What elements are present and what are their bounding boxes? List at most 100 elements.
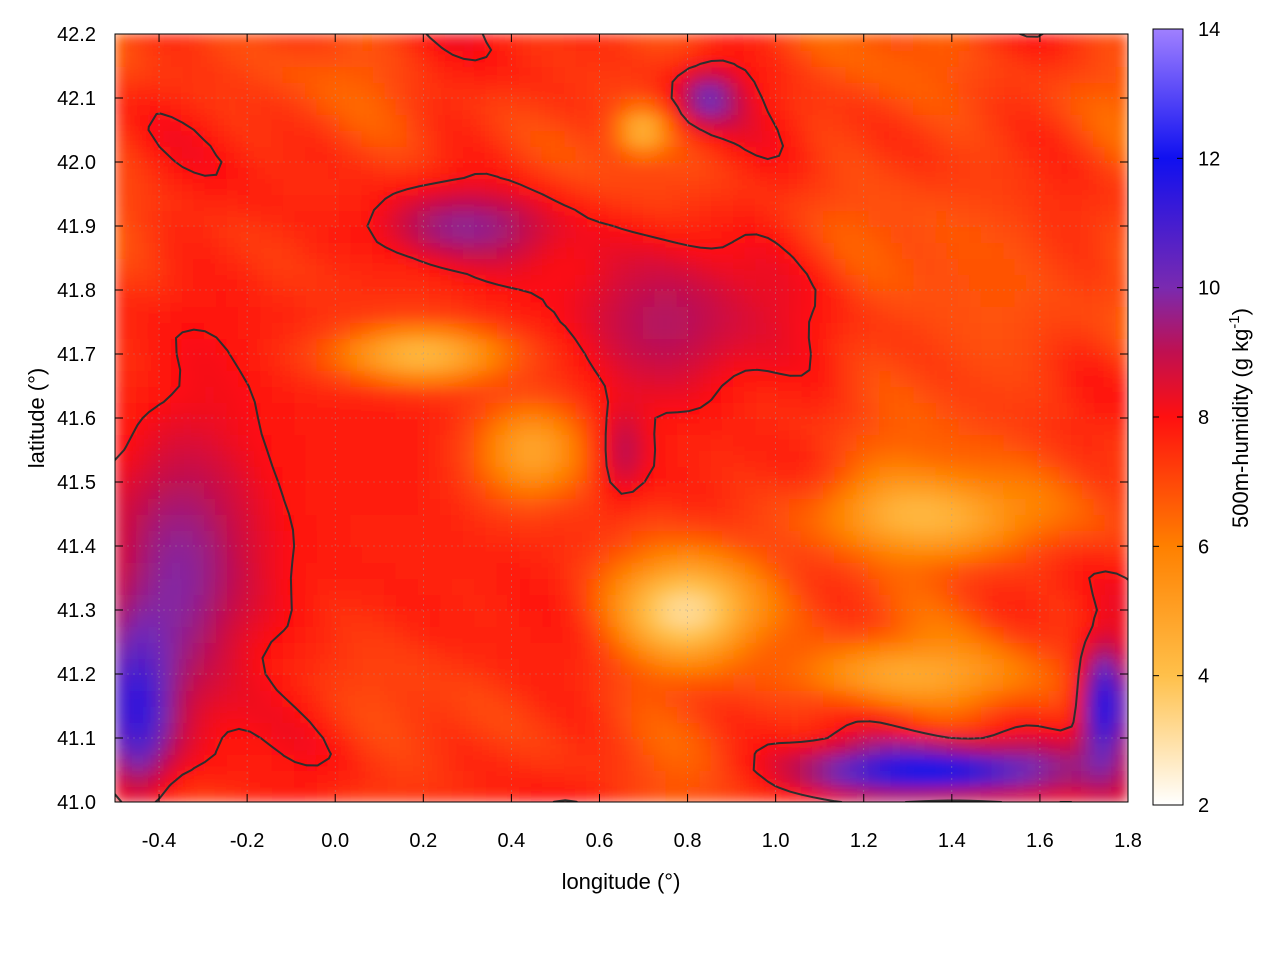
field-cell [575, 529, 589, 547]
field-cell [417, 545, 432, 563]
field-cell [361, 753, 375, 771]
field-cell [1082, 689, 1096, 707]
field-cell [350, 769, 364, 787]
field-cell [586, 625, 600, 643]
field-cell [868, 449, 882, 467]
field-cell [766, 545, 781, 563]
field-cell [147, 753, 162, 771]
field-cell [147, 785, 162, 802]
field-cell [800, 497, 814, 515]
field-cell [845, 673, 859, 691]
field-cell [350, 625, 364, 643]
field-cell [935, 657, 949, 675]
field-cell [631, 625, 646, 643]
field-cell [1093, 721, 1107, 739]
field-cell [1003, 625, 1017, 643]
field-cell [553, 657, 567, 675]
field-cell [496, 657, 510, 675]
field-cell [327, 433, 342, 451]
field-cell [721, 497, 736, 515]
field-cell [339, 657, 353, 675]
field-cell [744, 561, 758, 579]
field-cell [553, 737, 567, 755]
field-cell [643, 753, 657, 771]
field-cell [946, 513, 961, 531]
field-cell [462, 737, 477, 755]
field-cell [856, 497, 871, 515]
field-cell [1115, 721, 1128, 739]
colorbar-tick-label: 14 [1198, 19, 1220, 41]
field-cell [170, 657, 184, 675]
field-cell [924, 769, 938, 787]
field-cell [429, 657, 443, 675]
field-cell [249, 689, 263, 707]
field-cell [1070, 593, 1084, 611]
field-cell [395, 753, 409, 771]
field-cell [620, 513, 634, 531]
field-cell [136, 449, 150, 467]
field-cell [766, 577, 781, 595]
field-cell [733, 529, 747, 547]
field-cell [485, 497, 499, 515]
field-cell [879, 545, 893, 563]
field-cell [935, 561, 949, 579]
field-cell [226, 465, 240, 483]
field-cell [766, 561, 781, 579]
field-cell [204, 769, 218, 787]
field-cell [868, 737, 882, 755]
field-cell [553, 577, 567, 595]
field-cell [474, 609, 488, 627]
field-cell [316, 561, 330, 579]
field-cell [890, 513, 904, 531]
field-cell [361, 673, 375, 691]
field-cell [991, 593, 1006, 611]
x-tick-label: 1.4 [938, 830, 966, 852]
field-cell [935, 785, 949, 802]
field-cell [778, 753, 792, 771]
field-cell [170, 577, 184, 595]
field-cell [665, 769, 679, 787]
field-cell [204, 705, 218, 723]
field-cell [688, 465, 702, 483]
field-cell [710, 529, 724, 547]
field-cell [440, 673, 454, 691]
field-cell [586, 641, 600, 659]
field-cell [451, 673, 465, 691]
field-cell [249, 705, 263, 723]
field-cell [991, 737, 1006, 755]
field-cell [991, 641, 1006, 659]
field-cell [507, 449, 522, 467]
field-cell [181, 785, 195, 802]
field-cell [541, 593, 555, 611]
field-cell [215, 609, 229, 627]
field-cell [980, 449, 994, 467]
field-cell [485, 625, 499, 643]
field-cell [845, 529, 859, 547]
field-cell [350, 705, 364, 723]
field-cell [125, 721, 139, 739]
field-cell [429, 577, 443, 595]
field-cell [1025, 593, 1039, 611]
field-cell [823, 465, 837, 483]
field-cell [1048, 673, 1062, 691]
field-cell [856, 449, 871, 467]
field-cell [901, 513, 916, 531]
field-cell [868, 577, 882, 595]
field-cell [327, 497, 342, 515]
field-cell [406, 577, 420, 595]
field-cell [339, 689, 353, 707]
field-cell [1082, 545, 1096, 563]
field-cell [519, 721, 533, 739]
field-cell [474, 513, 488, 531]
field-cell [688, 657, 702, 675]
field-cell [710, 657, 724, 675]
field-cell [935, 529, 949, 547]
field-cell [913, 753, 927, 771]
field-cell [136, 689, 150, 707]
field-cell [1070, 513, 1084, 531]
field-cell [339, 561, 353, 579]
field-cell [980, 689, 994, 707]
field-cell [665, 785, 679, 802]
field-cell [1093, 449, 1107, 467]
field-cell [676, 593, 691, 611]
